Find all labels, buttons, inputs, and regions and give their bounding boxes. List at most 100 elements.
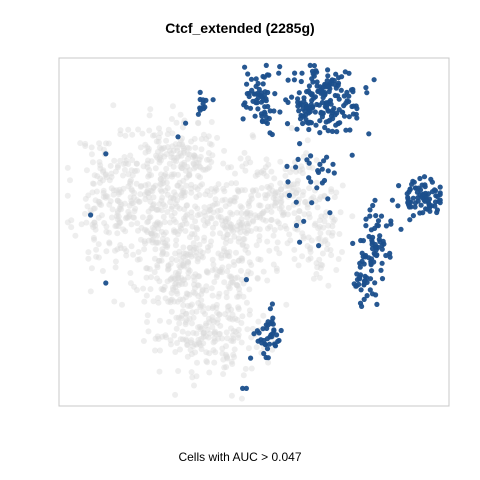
cell-point xyxy=(176,320,183,327)
cell-point xyxy=(123,157,130,164)
cell-point xyxy=(175,281,182,288)
highlighted-cell-point xyxy=(405,199,411,205)
cell-point xyxy=(239,313,246,320)
highlighted-cell-point xyxy=(286,192,292,198)
cell-point xyxy=(222,218,229,225)
cell-point xyxy=(192,349,199,356)
cell-point xyxy=(122,132,129,139)
cell-point xyxy=(159,236,166,242)
cell-point xyxy=(182,217,188,224)
cell-point xyxy=(148,205,155,212)
cell-point xyxy=(244,210,250,217)
cell-point xyxy=(176,205,183,212)
cell-point xyxy=(270,232,277,239)
cell-point xyxy=(307,255,314,262)
highlighted-cell-point xyxy=(347,127,353,133)
cell-point xyxy=(264,238,271,245)
cell-point xyxy=(202,322,209,329)
cell-point xyxy=(172,391,179,398)
highlighted-cell-point xyxy=(248,76,255,82)
cell-point xyxy=(164,209,171,215)
cell-point xyxy=(157,176,164,183)
cell-point xyxy=(190,154,196,161)
highlighted-cell-point xyxy=(336,96,342,102)
cell-point xyxy=(339,249,345,255)
cell-point xyxy=(105,140,112,147)
cell-point xyxy=(114,197,121,204)
highlighted-cell-point xyxy=(300,113,306,119)
cell-point xyxy=(300,235,307,242)
cell-point xyxy=(195,324,202,331)
cell-point xyxy=(159,250,166,257)
cell-point xyxy=(257,214,264,221)
cell-point xyxy=(206,330,213,337)
cell-point xyxy=(237,155,244,162)
cell-point xyxy=(188,351,195,358)
cell-point xyxy=(179,296,186,303)
cell-point xyxy=(179,165,186,171)
cell-point xyxy=(214,309,221,316)
cell-point xyxy=(197,342,204,349)
cell-point xyxy=(77,140,84,147)
cell-point xyxy=(149,239,156,246)
cell-point xyxy=(317,194,324,200)
cell-point xyxy=(121,245,128,252)
cell-point xyxy=(215,293,222,300)
cell-point xyxy=(240,293,247,300)
cell-point xyxy=(167,199,174,206)
cell-point xyxy=(115,191,122,198)
cell-point xyxy=(271,227,278,233)
cell-point xyxy=(223,294,230,301)
cell-point xyxy=(148,172,155,179)
highlighted-cell-point xyxy=(417,175,423,182)
cell-point xyxy=(171,210,178,216)
cell-point xyxy=(174,290,181,297)
cell-point xyxy=(248,192,255,199)
cell-point xyxy=(223,329,230,336)
highlighted-cell-point xyxy=(396,183,402,189)
cell-point xyxy=(146,214,153,221)
cell-point xyxy=(144,219,151,226)
cell-point xyxy=(153,206,160,213)
cell-point xyxy=(234,281,240,288)
highlighted-cell-point xyxy=(379,276,386,282)
cell-point xyxy=(197,323,203,330)
cell-point xyxy=(181,276,188,283)
cell-point xyxy=(64,164,71,171)
cell-point xyxy=(282,223,289,229)
cell-point xyxy=(203,358,210,365)
highlighted-cell-point xyxy=(247,105,254,111)
cell-point xyxy=(171,332,178,339)
cell-point xyxy=(316,196,323,203)
cell-point xyxy=(306,210,312,217)
highlighted-cell-point xyxy=(289,94,295,100)
cell-point xyxy=(129,172,136,179)
highlighted-cell-point xyxy=(248,355,254,361)
cell-point xyxy=(230,332,236,339)
cell-point xyxy=(108,174,115,180)
cell-point xyxy=(171,275,178,282)
highlighted-cell-point xyxy=(267,108,273,114)
cell-point xyxy=(103,248,110,255)
cell-point xyxy=(158,151,164,158)
cell-point xyxy=(173,288,180,295)
cell-point xyxy=(187,339,194,346)
cell-point xyxy=(174,298,181,305)
cell-point xyxy=(220,356,227,363)
cell-point xyxy=(349,213,356,220)
cell-point xyxy=(238,255,245,262)
cell-point xyxy=(201,329,208,336)
cell-point xyxy=(85,255,92,262)
cell-point xyxy=(103,140,109,147)
cell-point xyxy=(167,337,174,344)
cell-point xyxy=(328,188,335,195)
cell-point xyxy=(210,339,217,346)
cell-point xyxy=(316,256,323,263)
cell-point xyxy=(125,126,132,133)
cell-point xyxy=(190,343,197,350)
cell-point xyxy=(172,281,178,288)
cell-point xyxy=(131,194,137,201)
cell-point xyxy=(146,266,153,272)
cell-point xyxy=(224,335,231,342)
cell-point xyxy=(308,237,315,244)
